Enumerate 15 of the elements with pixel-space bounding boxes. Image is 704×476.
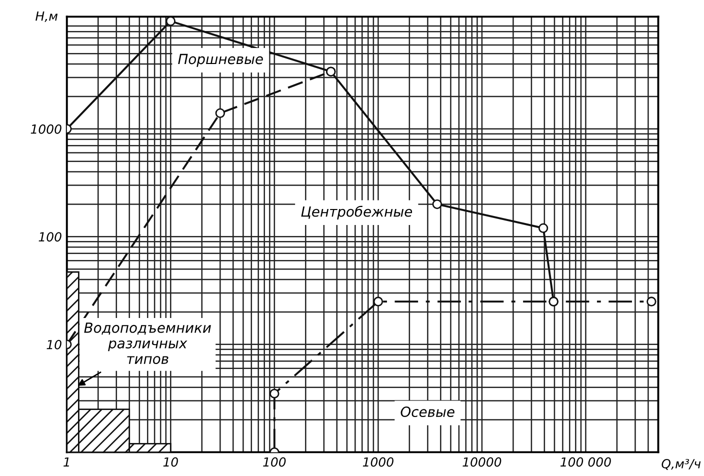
y-tick-label: 1000 (30, 124, 62, 134)
x-tick-label: 10000 (462, 457, 502, 467)
annotation: Осевые (400, 406, 454, 418)
y-tick-label: 10 (46, 340, 62, 350)
x-tick-label: 100 000 (560, 457, 611, 467)
x-tick-label: 10 (163, 457, 178, 467)
annotation: Центробежные (301, 206, 412, 220)
annotation: Поршневые (178, 54, 263, 67)
y-axis-title: H,м (36, 11, 58, 22)
x-axis-title: Q,м³/ч (662, 458, 701, 470)
x-tick-label: 1000 (362, 457, 394, 467)
x-tick-label: 100 (263, 457, 286, 467)
annotation: Водоподъемники различных типов (84, 322, 211, 364)
x-tick-label: 1 (64, 457, 69, 467)
y-tick-label: 100 (38, 232, 62, 242)
